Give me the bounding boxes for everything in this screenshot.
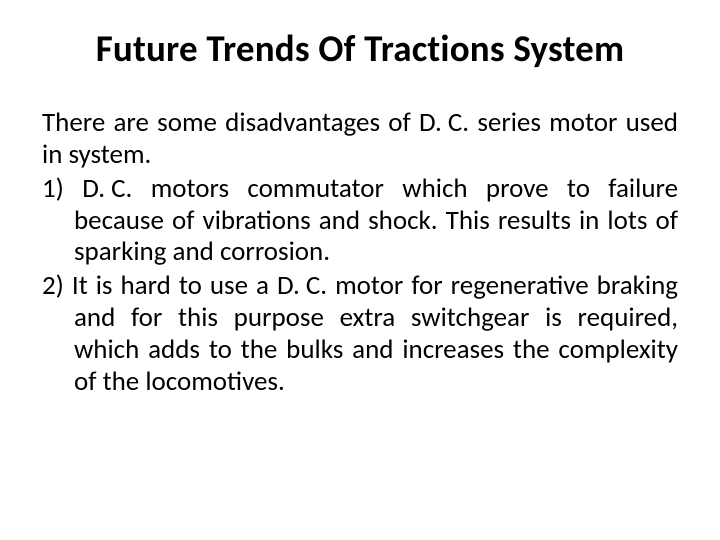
- list-item: 1) D. C. motors commutator which prove t…: [42, 173, 678, 269]
- list-item-text: It is hard to use a D. C. motor for rege…: [72, 269, 678, 398]
- list-item-number: 1): [42, 172, 64, 205]
- list-item: 2) It is hard to use a D. C. motor for r…: [42, 270, 678, 397]
- list-item-text: D. C. motors commutator which prove to f…: [74, 172, 678, 269]
- intro-paragraph: There are some disadvantages of D. C. se…: [42, 107, 678, 171]
- list-item-number: 2): [42, 269, 64, 302]
- disadvantage-list: 1) D. C. motors commutator which prove t…: [42, 173, 678, 398]
- slide-title: Future Trends Of Tractions System: [42, 26, 678, 71]
